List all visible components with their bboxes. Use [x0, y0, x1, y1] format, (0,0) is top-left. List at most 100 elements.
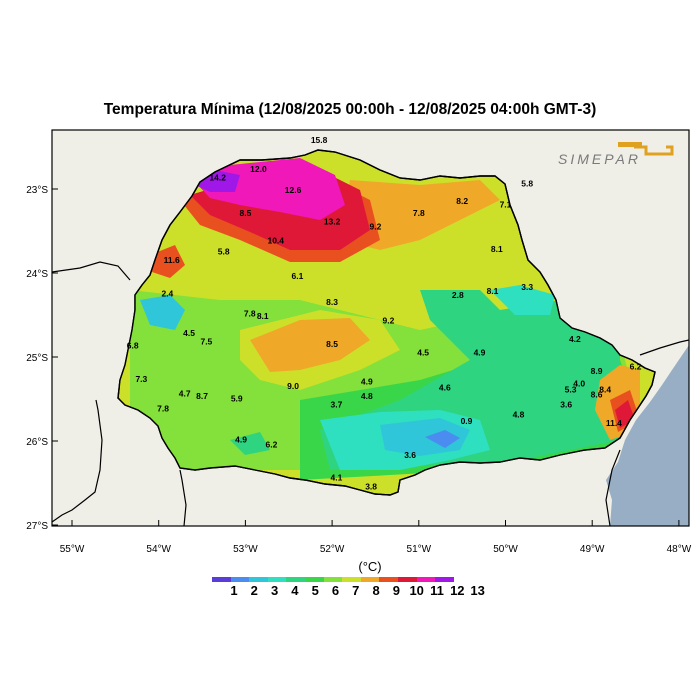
- station-value: 4.9: [361, 377, 373, 387]
- station-value: 8.5: [239, 208, 251, 218]
- colorbar-label: 13: [470, 583, 485, 598]
- field-3c-west: [140, 295, 185, 330]
- station-value: 10.4: [267, 236, 284, 246]
- colorbar-label: 8: [372, 583, 380, 598]
- station-value: 6.2: [630, 362, 642, 372]
- lat-tick-label: 26°S: [26, 437, 48, 448]
- colorbar-swatch: [212, 577, 231, 582]
- station-value: 4.6: [439, 383, 451, 393]
- station-value: 8.7: [196, 391, 208, 401]
- station-value: 9.2: [370, 221, 382, 231]
- station-value: 4.2: [569, 334, 581, 344]
- field-5c-sw: [230, 432, 270, 455]
- station-value: 11.6: [164, 255, 180, 265]
- colorbar-swatch: [416, 577, 436, 582]
- lat-tick-label: 25°S: [26, 353, 48, 364]
- station-value: 13.2: [324, 216, 341, 226]
- station-value: 8.6: [591, 389, 603, 399]
- station-value: 7.5: [200, 336, 212, 346]
- station-value: 6.2: [265, 440, 277, 450]
- station-value: 3.7: [331, 399, 343, 409]
- station-value: 4.8: [513, 409, 525, 419]
- station-value: 3.3: [521, 282, 533, 292]
- station-value: 6.1: [292, 271, 304, 281]
- station-value: 2.8: [452, 290, 464, 300]
- colorbar-swatch: [342, 577, 361, 582]
- station-value: 3.8: [365, 482, 377, 492]
- station-value: 11.4: [606, 418, 622, 428]
- station-value: 4.9: [235, 435, 247, 445]
- station-value: 6.8: [127, 341, 139, 351]
- colorbar-label: 2: [250, 583, 258, 598]
- station-value: 15.8: [311, 135, 328, 145]
- colorbar-label: 5: [311, 583, 319, 598]
- station-value: 9.0: [287, 381, 299, 391]
- colorbar-label: 9: [392, 583, 400, 598]
- lon-tick-label: 51°W: [407, 544, 432, 555]
- border-lines: [52, 261, 689, 526]
- logo-text: SIMEPAR: [558, 151, 641, 167]
- station-value: 8.5: [326, 339, 338, 349]
- colorbar-swatch: [379, 577, 398, 582]
- lat-tick-label: 24°S: [26, 269, 48, 280]
- lon-tick-label: 55°W: [60, 544, 85, 555]
- colorbar-label: 7: [352, 583, 360, 598]
- station-value: 14.2: [209, 173, 226, 183]
- simepar-logo: SIMEPAR: [558, 142, 674, 167]
- station-value: 9.2: [383, 315, 395, 325]
- lon-tick-label: 48°W: [667, 544, 692, 555]
- station-value: 4.9: [474, 347, 486, 357]
- lon-tick-label: 50°W: [493, 544, 518, 555]
- field-9c-north: [340, 180, 500, 250]
- unit-label: (°C): [358, 559, 382, 574]
- station-value: 4.5: [183, 328, 195, 338]
- station-value: 2.4: [161, 289, 173, 299]
- station-value: 7.8: [244, 309, 256, 319]
- station-value: 12.0: [250, 164, 267, 174]
- field-10c-west: [150, 245, 185, 278]
- field-13c: [195, 170, 240, 192]
- colorbar-label: 11: [430, 583, 444, 598]
- station-value: 8.4: [599, 384, 611, 394]
- station-value: 8.1: [487, 286, 499, 296]
- station-value: 7.8: [413, 208, 425, 218]
- station-value: 4.0: [573, 378, 585, 388]
- lon-tick-label: 49°W: [580, 544, 605, 555]
- station-value: 8.9: [591, 366, 603, 376]
- lon-tick-label: 53°W: [233, 544, 258, 555]
- lat-tick-label: 27°S: [26, 521, 48, 532]
- station-value: 5.8: [218, 247, 230, 257]
- station-value: 3.6: [560, 399, 572, 409]
- colorbar-swatch: [249, 577, 268, 582]
- lon-tick-label: 54°W: [146, 544, 171, 555]
- map-title: Temperatura Mínima (12/08/2025 00:00h - …: [103, 101, 597, 118]
- colorbar-label: 12: [450, 583, 465, 598]
- colorbar-label: 6: [331, 583, 340, 598]
- colorbar-swatch: [286, 577, 305, 582]
- lat-tick-label: 23°S: [26, 185, 48, 196]
- station-value: 0.9: [461, 416, 473, 426]
- station-value: 4.8: [361, 391, 373, 401]
- station-value: 7.8: [157, 404, 169, 414]
- station-value: 4.5: [417, 347, 429, 357]
- colorbar-swatch: [304, 577, 324, 582]
- parana-border: [117, 149, 656, 496]
- station-value: 3.6: [404, 450, 416, 460]
- colorbar-label: 3: [270, 583, 279, 598]
- station-value: 12.6: [285, 185, 302, 195]
- colorbar-swatch: [323, 577, 343, 582]
- station-value: 8.2: [456, 196, 468, 206]
- field-9c-center: [250, 318, 370, 372]
- station-value: 8.1: [257, 311, 269, 321]
- colorbar: [212, 577, 454, 582]
- lon-tick-label: 52°W: [320, 544, 345, 555]
- field-4c-east: [490, 285, 555, 315]
- station-value: 8.3: [326, 297, 338, 307]
- colorbar-label: 1: [230, 583, 238, 598]
- field-2c: [425, 430, 460, 448]
- ocean: [606, 345, 689, 526]
- colorbar-swatch: [435, 577, 454, 582]
- station-value: 4.1: [331, 472, 343, 482]
- colorbar-swatch: [397, 577, 417, 582]
